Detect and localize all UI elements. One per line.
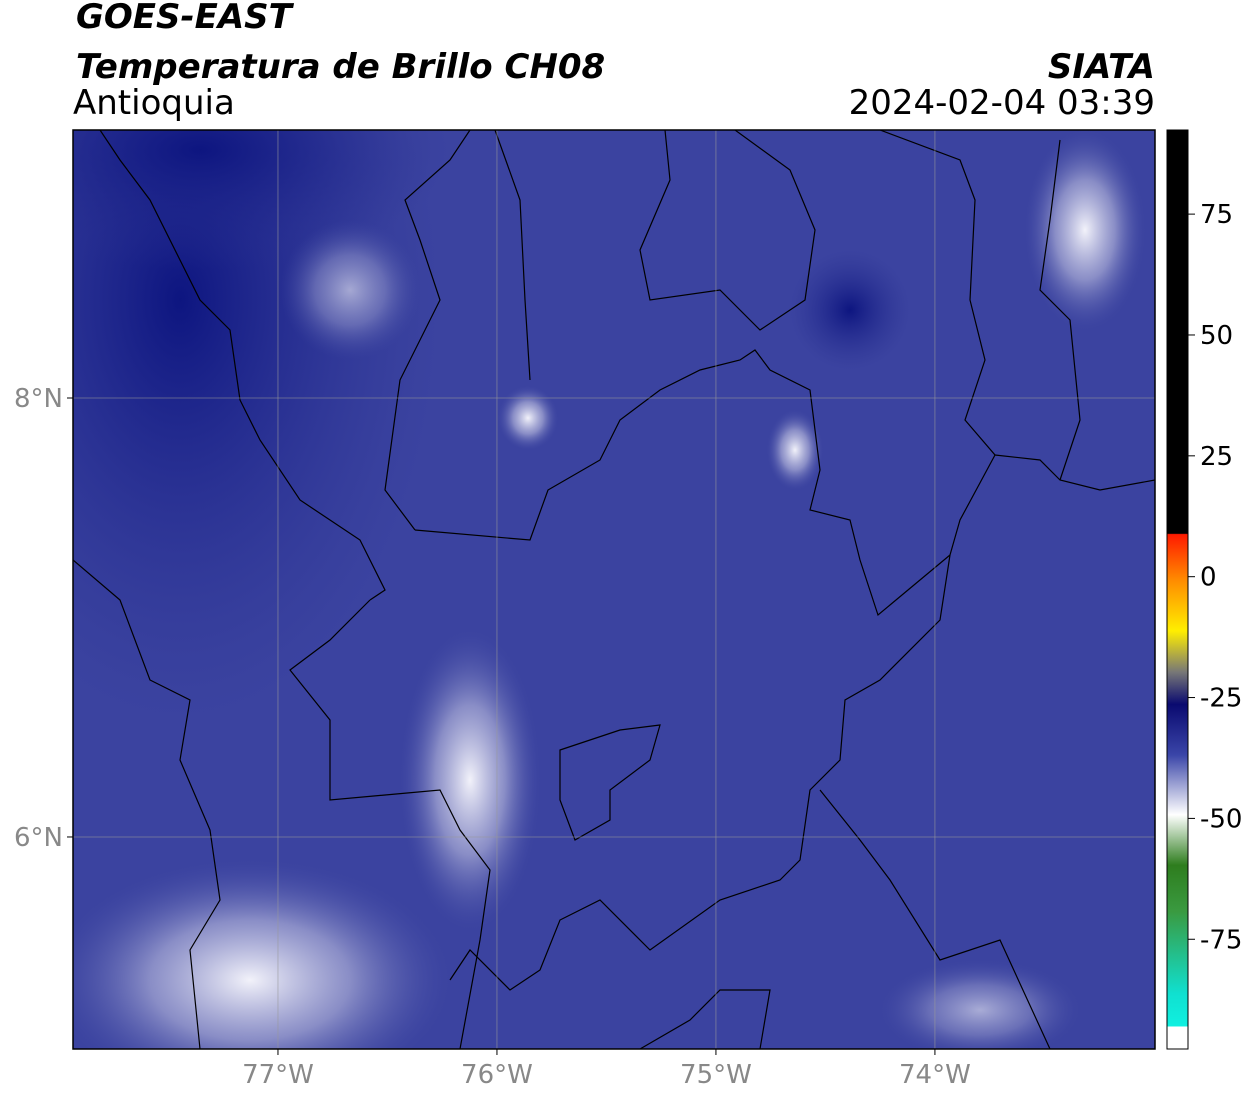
region: Antioquia	[73, 83, 235, 123]
cloud	[1025, 130, 1145, 330]
title: GOES-EAST	[76, 0, 295, 37]
map	[73, 130, 1155, 1049]
cloud	[767, 410, 823, 490]
border	[639, 989, 771, 1049]
border	[494, 130, 531, 381]
colorbar-tick-label: -75	[1200, 925, 1242, 955]
border	[449, 130, 996, 991]
border	[73, 559, 221, 1049]
cold-area	[790, 250, 910, 370]
source: SIATA	[1048, 47, 1155, 87]
colorbar-tick-label: 75	[1200, 200, 1233, 230]
border	[1039, 139, 1081, 481]
border	[819, 789, 1051, 1049]
x-tick-label: 74°W	[899, 1060, 971, 1090]
colorbar	[1166, 129, 1189, 1050]
x-tick-label: 75°W	[680, 1060, 752, 1090]
cloud	[400, 630, 540, 930]
cloud	[880, 960, 1080, 1049]
map-frame	[72, 129, 1156, 1050]
x-tick-label: 77°W	[242, 1060, 314, 1090]
cloud	[280, 220, 420, 360]
colorbar-tick-label: -50	[1200, 804, 1242, 834]
cloud	[498, 386, 558, 450]
colorbar-tick-label: 25	[1200, 442, 1233, 472]
subtitle: Temperatura de Brillo CH08	[76, 47, 605, 87]
colorbar-tick-label: 50	[1200, 321, 1233, 351]
border	[414, 349, 951, 617]
y-tick-label: 6°N	[14, 823, 63, 853]
labels: 77°W 76°W 75°W 74°W 8°N 6°N 75 50 25 0 -25 -50 -75	[14, 200, 1242, 1090]
cloud	[73, 860, 450, 1049]
graticule	[73, 130, 1155, 1049]
y-tick-label: 8°N	[14, 384, 63, 414]
border	[99, 130, 386, 601]
colorbar-tick-label: 0	[1200, 563, 1217, 593]
border	[289, 599, 491, 1049]
border	[384, 130, 471, 531]
border	[559, 724, 661, 841]
colorbar-tick-label: -25	[1200, 684, 1242, 714]
x-tick-label: 76°W	[461, 1060, 533, 1090]
border	[639, 130, 816, 331]
datetime: 2024-02-04 03:39	[849, 83, 1155, 123]
